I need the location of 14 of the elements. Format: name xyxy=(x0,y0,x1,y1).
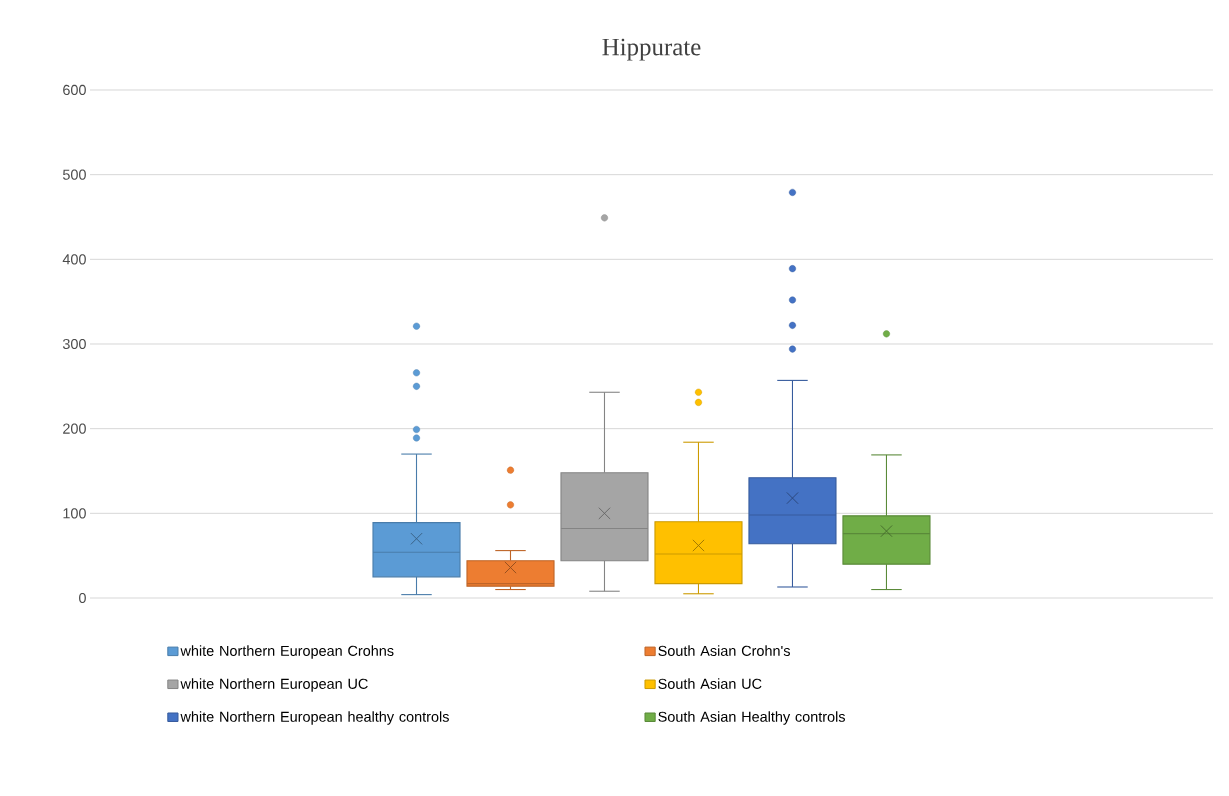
legend-label: South Asian Crohn's xyxy=(658,645,790,656)
y-tick-label: 200 xyxy=(63,423,86,434)
y-tick-label: 400 xyxy=(62,254,86,265)
legend-label: white Northern European Crohns xyxy=(180,645,394,659)
legend-label: South Asian Healthy controls xyxy=(658,711,846,725)
y-tick-label: 500 xyxy=(62,169,86,180)
y-tick-label: 600 xyxy=(63,84,86,96)
legend-label: white Northern European UC xyxy=(180,678,368,692)
y-tick-label: 0 xyxy=(79,592,86,604)
legend-label: white Northern European healthy controls xyxy=(180,711,449,725)
chart-title: Hippurate xyxy=(602,38,701,61)
y-tick-label: 100 xyxy=(63,508,86,519)
legend-label: South Asian UC xyxy=(658,678,762,689)
y-tick-label: 300 xyxy=(62,338,86,350)
